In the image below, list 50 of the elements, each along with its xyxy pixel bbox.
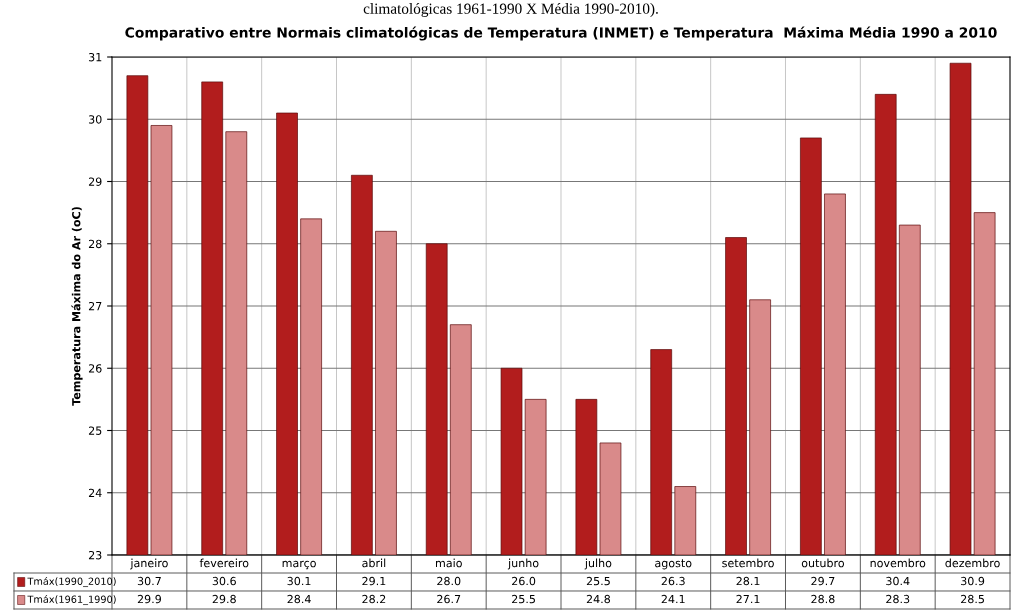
data-label: 29.1 [362, 576, 386, 586]
x-tick-label: abril [362, 558, 386, 568]
data-label: 30.1 [287, 576, 311, 586]
x-tick-label: setembro [722, 558, 774, 568]
x-tick-label: dezembro [945, 558, 1000, 568]
data-label: 26.0 [512, 576, 536, 586]
data-label: 25.5 [586, 576, 610, 586]
data-label: 28.2 [362, 594, 386, 604]
y-tick-label: 23 [88, 550, 102, 560]
y-axis-title: Temperatura Máxima do Ar (oC) [71, 207, 83, 406]
y-tick-label: 28 [88, 239, 102, 249]
y-tick-label: 26 [88, 364, 102, 373]
data-label: 28.8 [811, 594, 835, 604]
y-tick-label: 24 [88, 488, 102, 497]
x-tick-label: fevereiro [199, 558, 249, 568]
x-tick-label: agosto [655, 559, 692, 570]
data-label: 28.0 [437, 576, 461, 586]
data-label: 30.9 [961, 576, 985, 586]
x-tick-label: janeiro [130, 558, 168, 570]
data-label: 28.1 [736, 576, 760, 586]
data-label: 29.9 [137, 594, 162, 604]
data-label: 24.1 [661, 594, 685, 604]
legend-label: Tmáx(1961_1990) [27, 594, 116, 606]
y-tick-label: 31 [88, 52, 102, 62]
y-tick-label: 29 [88, 177, 102, 186]
data-label: 25.5 [512, 594, 535, 604]
data-label: 28.4 [287, 594, 311, 604]
data-label: 30.7 [137, 576, 161, 586]
y-tick-label: 30 [88, 115, 102, 124]
y-tick-label: 25 [88, 426, 102, 435]
data-label: 26.3 [661, 576, 685, 586]
data-label: 27.1 [736, 594, 760, 604]
y-tick-label: 27 [88, 301, 102, 311]
x-tick-label: novembro [870, 558, 926, 568]
data-label: 30.4 [886, 576, 910, 586]
data-label: 24.8 [586, 594, 611, 604]
x-tick-label: outubro [801, 558, 845, 568]
data-label: 28.3 [886, 594, 910, 604]
legend-label: Tmáx(1990_2010) [27, 576, 116, 588]
data-label: 26.7 [437, 594, 461, 604]
chart-title: Comparativo entre Normais climatológicas de Temperatura (INMET) e Temperatura Máxima Média 1990 a 2010 [125, 26, 997, 41]
text: climatológicas 1961-1990 X Média 1990-2010). [363, 3, 658, 17]
x-tick-label: julho [584, 558, 612, 570]
data-label: 30.6 [212, 576, 236, 586]
x-tick-label: junho [507, 558, 539, 570]
x-tick-label: maio [436, 558, 462, 568]
data-label: 29.8 [212, 594, 236, 604]
data-label: 29.7 [811, 576, 835, 586]
data-label: 28.5 [961, 594, 984, 604]
x-tick-label: março [282, 560, 316, 570]
